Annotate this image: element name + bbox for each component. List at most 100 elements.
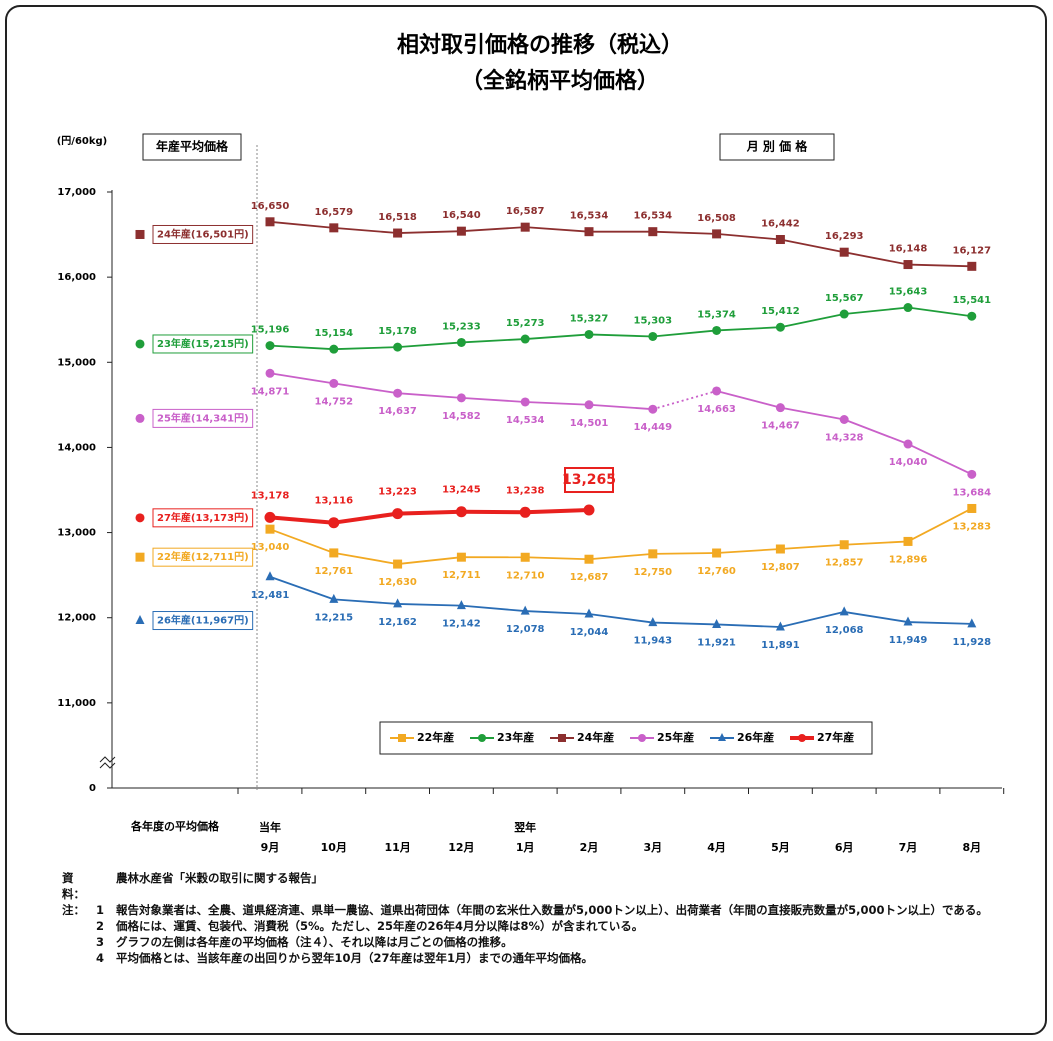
value-label: 14,637 [378,406,417,417]
line-segment [269,515,334,525]
x-tick-label: 2月 [580,841,599,854]
average-box [152,508,254,528]
value-label: 14,449 [634,422,673,433]
note-number: 4 [96,951,105,965]
marker [265,571,275,581]
marker [265,368,275,378]
line-segment [652,621,717,626]
average-label: 26年産(11,967円) [157,614,249,627]
x-tick-label: 3月 [643,841,662,854]
legend-label: 23年産 [497,730,534,744]
value-label: 13,245 [442,485,481,496]
line-segment [780,238,845,254]
marker [478,734,486,742]
marker [839,540,849,550]
value-label: 13,265 [562,472,616,488]
chart-subtitle: （全銘柄平均価格） [461,68,659,94]
marker [265,341,275,351]
note-row: 注： 1 報告対象業者は、全農、道県経済連、県単一農協、道県出荷団体（年間の玄米仕入… [62,902,1027,918]
value-label: 12,078 [506,624,545,635]
line-segment [525,401,590,406]
value-label: 14,040 [889,457,928,468]
left-footer: 各年度の平均価格 [130,819,220,833]
marker [456,337,466,347]
line-segment [397,341,462,349]
line-segment [588,333,653,338]
note-text: 価格には、運賃、包装代、消費税（5%。ただし、25年産の26年4月分以降は8%）… [116,919,644,933]
y-tick-label: 16,000 [57,272,96,283]
average-box [152,611,254,631]
value-label: 12,687 [570,572,609,583]
marker [456,552,466,562]
line-segment [525,508,590,515]
note-number: 1 [96,903,105,917]
line-segment [844,306,909,315]
marker [712,325,722,335]
y-tick-label: 17,000 [57,187,96,198]
value-label: 13,223 [378,487,417,498]
value-label: 16,508 [697,213,736,224]
marker [558,734,566,742]
marker [392,508,404,520]
y-tick-label: 14,000 [57,442,96,453]
source: 農林水産省「米穀の取引に関する報告」 [116,871,323,885]
value-label: 15,412 [761,306,800,317]
spacer [62,918,96,934]
value-label: 14,328 [825,433,864,444]
legend-label: 24年産 [577,730,614,744]
x-tick-label: 1月 [516,841,535,854]
marker [775,322,785,332]
value-label: 14,752 [315,396,354,407]
marker [839,415,849,425]
line-segment [907,443,973,476]
marker [584,400,594,410]
legend-label: 25年産 [657,730,694,744]
value-label: 11,928 [953,637,992,648]
source-row: 資料： 農林水産省「米穀の取引に関する報告」 [62,870,1027,902]
marker [135,339,145,349]
line-segment [907,263,972,268]
marker [329,378,339,388]
x-tick-label: 6月 [835,841,854,854]
value-label: 16,148 [889,244,928,255]
marker [329,344,339,354]
marker [135,615,145,625]
average-box [152,408,254,428]
value-label: 11,943 [634,636,673,647]
value-label: 12,142 [442,619,481,630]
line-segment [907,507,973,543]
marker [264,511,276,523]
marker [648,617,658,627]
marker [393,342,403,352]
line-segment [525,610,590,615]
x-tick-label: 4月 [707,841,726,854]
line-segment [844,540,909,546]
value-label: 13,684 [953,487,992,498]
marker [329,223,339,233]
line-segment [269,344,334,351]
marker [328,517,340,529]
line-segment [461,604,526,612]
line-segment [716,623,781,628]
average-box [152,547,254,567]
line-segment [780,406,845,421]
right-header: 月 別 価 格 [746,139,809,154]
marker [712,386,722,396]
marker [903,439,913,449]
value-label: 14,871 [251,386,290,397]
value-label: 13,283 [953,521,992,532]
marker [265,524,275,534]
value-label: 12,710 [506,570,545,581]
marker [967,503,977,513]
marker [967,261,977,271]
value-label: 15,541 [953,295,992,306]
value-label: 16,579 [315,207,354,218]
average-label: 22年産(12,711円) [157,550,249,563]
value-label: 12,711 [442,570,481,581]
y-tick-label: 11,000 [57,698,96,709]
line-segment [333,382,398,395]
marker [775,544,785,554]
value-label: 12,750 [634,567,673,578]
value-label: 15,327 [570,313,609,324]
